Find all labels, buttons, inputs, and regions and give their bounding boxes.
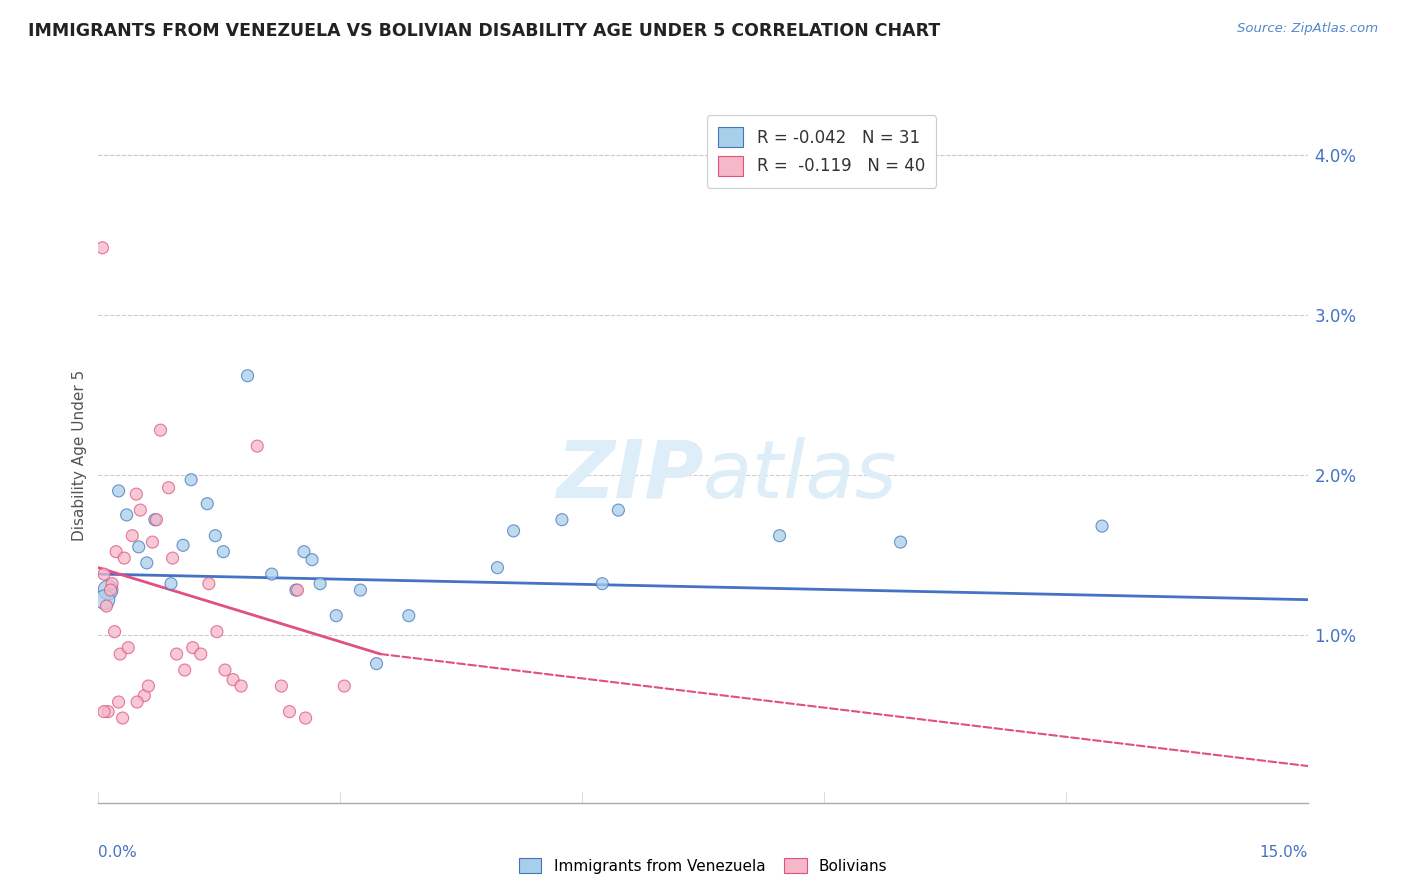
Point xyxy=(105,544,128,558)
Point xyxy=(195,497,218,511)
Point xyxy=(889,535,911,549)
Point xyxy=(97,705,120,719)
Point xyxy=(278,705,301,719)
Legend: Immigrants from Venezuela, Bolivians: Immigrants from Venezuela, Bolivians xyxy=(512,852,894,880)
Point xyxy=(502,524,524,538)
Point xyxy=(103,624,125,639)
Point xyxy=(138,679,160,693)
Point xyxy=(101,576,124,591)
Point xyxy=(287,583,309,598)
Text: Source: ZipAtlas.com: Source: ZipAtlas.com xyxy=(1237,22,1378,36)
Point xyxy=(107,695,129,709)
Point xyxy=(204,529,226,543)
Point xyxy=(173,663,195,677)
Point xyxy=(366,657,388,671)
Point xyxy=(97,583,120,598)
Point xyxy=(349,583,371,598)
Point xyxy=(107,483,129,498)
Point xyxy=(294,711,316,725)
Point xyxy=(111,711,134,725)
Point xyxy=(551,513,574,527)
Text: ZIP: ZIP xyxy=(555,437,703,515)
Text: 0.0%: 0.0% xyxy=(98,845,138,860)
Point xyxy=(246,439,269,453)
Point xyxy=(149,423,172,437)
Point xyxy=(93,705,115,719)
Point xyxy=(172,538,194,552)
Point xyxy=(108,647,131,661)
Point xyxy=(229,679,252,693)
Point xyxy=(260,567,283,582)
Point xyxy=(198,576,221,591)
Point xyxy=(127,695,149,709)
Point xyxy=(128,540,150,554)
Point xyxy=(205,624,228,639)
Point xyxy=(309,576,332,591)
Point xyxy=(100,583,122,598)
Point xyxy=(292,544,315,558)
Point xyxy=(93,567,115,582)
Point xyxy=(607,503,630,517)
Point xyxy=(190,647,212,661)
Point xyxy=(115,508,138,522)
Point xyxy=(325,608,347,623)
Point xyxy=(301,552,323,566)
Point xyxy=(135,556,157,570)
Point xyxy=(160,576,183,591)
Point xyxy=(145,513,167,527)
Point xyxy=(143,513,166,527)
Legend: R = -0.042   N = 31, R =  -0.119   N = 40: R = -0.042 N = 31, R = -0.119 N = 40 xyxy=(707,115,936,187)
Point xyxy=(96,599,118,613)
Point xyxy=(398,608,420,623)
Text: IMMIGRANTS FROM VENEZUELA VS BOLIVIAN DISABILITY AGE UNDER 5 CORRELATION CHART: IMMIGRANTS FROM VENEZUELA VS BOLIVIAN DI… xyxy=(28,22,941,40)
Point xyxy=(1091,519,1114,533)
Point xyxy=(94,592,117,607)
Point xyxy=(141,535,163,549)
Point xyxy=(181,640,204,655)
Point xyxy=(270,679,292,693)
Text: 15.0%: 15.0% xyxy=(1260,845,1308,860)
Point xyxy=(117,640,139,655)
Point xyxy=(166,647,188,661)
Point xyxy=(212,544,235,558)
Point xyxy=(591,576,613,591)
Point xyxy=(222,673,245,687)
Point xyxy=(112,551,135,566)
Point xyxy=(162,551,184,566)
Point xyxy=(333,679,356,693)
Point xyxy=(236,368,259,383)
Point xyxy=(180,473,202,487)
Point xyxy=(121,529,143,543)
Point xyxy=(284,583,307,598)
Point xyxy=(134,689,156,703)
Y-axis label: Disability Age Under 5: Disability Age Under 5 xyxy=(72,369,87,541)
Point xyxy=(129,503,152,517)
Point xyxy=(91,241,114,255)
Point xyxy=(214,663,236,677)
Point xyxy=(486,560,509,574)
Point xyxy=(157,481,180,495)
Text: atlas: atlas xyxy=(703,437,898,515)
Point xyxy=(768,529,790,543)
Point xyxy=(125,487,148,501)
